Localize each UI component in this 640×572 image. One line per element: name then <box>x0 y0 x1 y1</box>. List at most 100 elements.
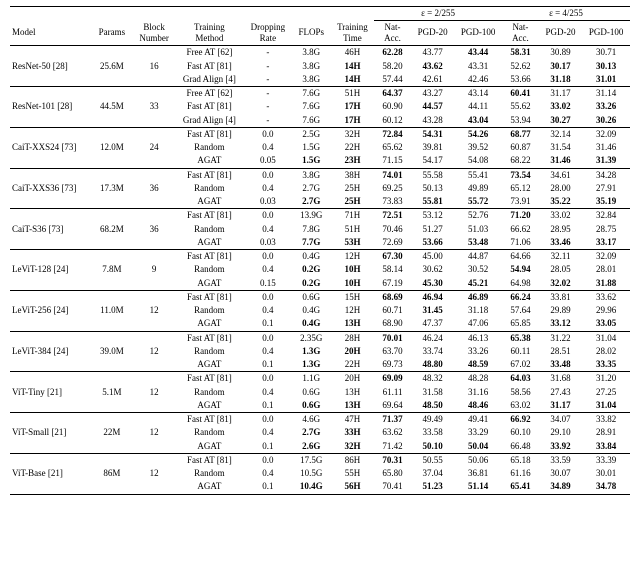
value-cell: 30.17 <box>539 60 582 73</box>
value-cell: 51H <box>331 87 374 101</box>
value-cell: 28.75 <box>582 223 630 236</box>
value-cell: AGAT <box>175 195 244 208</box>
value-cell: - <box>244 46 292 60</box>
value-cell: 31.16 <box>454 386 502 399</box>
value-cell: 55.41 <box>454 168 502 182</box>
value-cell: Fast AT [81] <box>175 413 244 427</box>
value-cell: 32.11 <box>539 250 582 264</box>
value-cell: 0.0 <box>244 372 292 386</box>
value-cell: 15H <box>331 290 374 304</box>
value-cell: - <box>244 100 292 113</box>
value-cell: 33.74 <box>411 345 454 358</box>
value-cell: 43.14 <box>454 87 502 101</box>
value-cell: 29.89 <box>539 304 582 317</box>
value-cell: 0.4 <box>244 386 292 399</box>
value-cell: 47H <box>331 413 374 427</box>
value-cell: 68.90 <box>374 317 411 330</box>
value-cell: 53.66 <box>502 73 539 86</box>
value-cell: 56H <box>331 480 374 493</box>
value-cell: 60.41 <box>502 87 539 101</box>
value-cell: 0.4G <box>292 250 331 264</box>
value-cell: 74.01 <box>374 168 411 182</box>
value-cell: 12H <box>331 304 374 317</box>
value-cell: AGAT <box>175 399 244 412</box>
value-cell: 0.4G <box>292 317 331 330</box>
value-cell: 33.48 <box>539 358 582 371</box>
value-cell: AGAT <box>175 480 244 493</box>
value-cell: AGAT <box>175 236 244 249</box>
value-cell: 0.4 <box>244 467 292 480</box>
value-cell: Fast AT [81] <box>175 290 244 304</box>
value-cell: 32.84 <box>582 209 630 223</box>
value-cell: 49.49 <box>411 413 454 427</box>
value-cell: 30.27 <box>539 114 582 127</box>
value-cell: 28.01 <box>582 263 630 276</box>
value-cell: 25H <box>331 182 374 195</box>
value-cell: 65.41 <box>502 480 539 493</box>
value-cell: 38H <box>331 168 374 182</box>
value-cell: 28.91 <box>582 426 630 439</box>
block-cell: 33 <box>134 87 175 127</box>
value-cell: 0.0 <box>244 453 292 467</box>
value-cell: 39.81 <box>411 141 454 154</box>
value-cell: 27.25 <box>582 386 630 399</box>
value-cell: 48.46 <box>454 399 502 412</box>
value-cell: 70.41 <box>374 480 411 493</box>
value-cell: 0.1 <box>244 317 292 330</box>
value-cell: 72.51 <box>374 209 411 223</box>
value-cell: 33.05 <box>582 317 630 330</box>
value-cell: 0.03 <box>244 236 292 249</box>
value-cell: 46H <box>331 46 374 60</box>
value-cell: 54.26 <box>454 127 502 141</box>
value-cell: 31.46 <box>539 154 582 167</box>
value-cell: 28H <box>331 331 374 345</box>
value-cell: 33.26 <box>454 345 502 358</box>
value-cell: 7.6G <box>292 87 331 101</box>
value-cell: 31.18 <box>454 304 502 317</box>
value-cell: 0.6G <box>292 290 331 304</box>
value-cell: 68.22 <box>502 154 539 167</box>
value-cell: 60.12 <box>374 114 411 127</box>
value-cell: 0.0 <box>244 127 292 141</box>
value-cell: 32H <box>331 127 374 141</box>
col-header: DroppingRate <box>244 20 292 46</box>
value-cell: 60.11 <box>502 345 539 358</box>
value-cell: 1.3G <box>292 345 331 358</box>
value-cell: 30.89 <box>539 46 582 60</box>
value-cell: 33.62 <box>582 290 630 304</box>
value-cell: 35.19 <box>582 195 630 208</box>
block-cell: 12 <box>134 290 175 330</box>
value-cell: 71.15 <box>374 154 411 167</box>
value-cell: 60.10 <box>502 426 539 439</box>
model-cell: ViT-Small [21] <box>10 413 90 453</box>
value-cell: 34.78 <box>582 480 630 493</box>
value-cell: 53.48 <box>454 236 502 249</box>
value-cell: 33.82 <box>582 413 630 427</box>
value-cell: 70.31 <box>374 453 411 467</box>
block-cell: 36 <box>134 209 175 249</box>
value-cell: 0.4G <box>292 304 331 317</box>
value-cell: 54.31 <box>411 127 454 141</box>
value-cell: 0.2G <box>292 263 331 276</box>
value-cell: Fast AT [81] <box>175 209 244 223</box>
value-cell: - <box>244 60 292 73</box>
value-cell: 33.92 <box>539 440 582 453</box>
value-cell: 7.6G <box>292 100 331 113</box>
model-cell: CaiT-S36 [73] <box>10 209 90 249</box>
value-cell: 32.14 <box>539 127 582 141</box>
value-cell: AGAT <box>175 317 244 330</box>
value-cell: 30.62 <box>411 263 454 276</box>
value-cell: 65.38 <box>502 331 539 345</box>
value-cell: Free AT [62] <box>175 46 244 60</box>
value-cell: 1.5G <box>292 141 331 154</box>
value-cell: Grad Align [4] <box>175 114 244 127</box>
value-cell: 45.00 <box>411 250 454 264</box>
value-cell: 65.62 <box>374 141 411 154</box>
value-cell: 0.4 <box>244 223 292 236</box>
value-cell: 66.62 <box>502 223 539 236</box>
value-cell: 71H <box>331 209 374 223</box>
value-cell: 28.95 <box>539 223 582 236</box>
value-cell: 2.7G <box>292 195 331 208</box>
value-cell: 70.01 <box>374 331 411 345</box>
value-cell: 33.81 <box>539 290 582 304</box>
